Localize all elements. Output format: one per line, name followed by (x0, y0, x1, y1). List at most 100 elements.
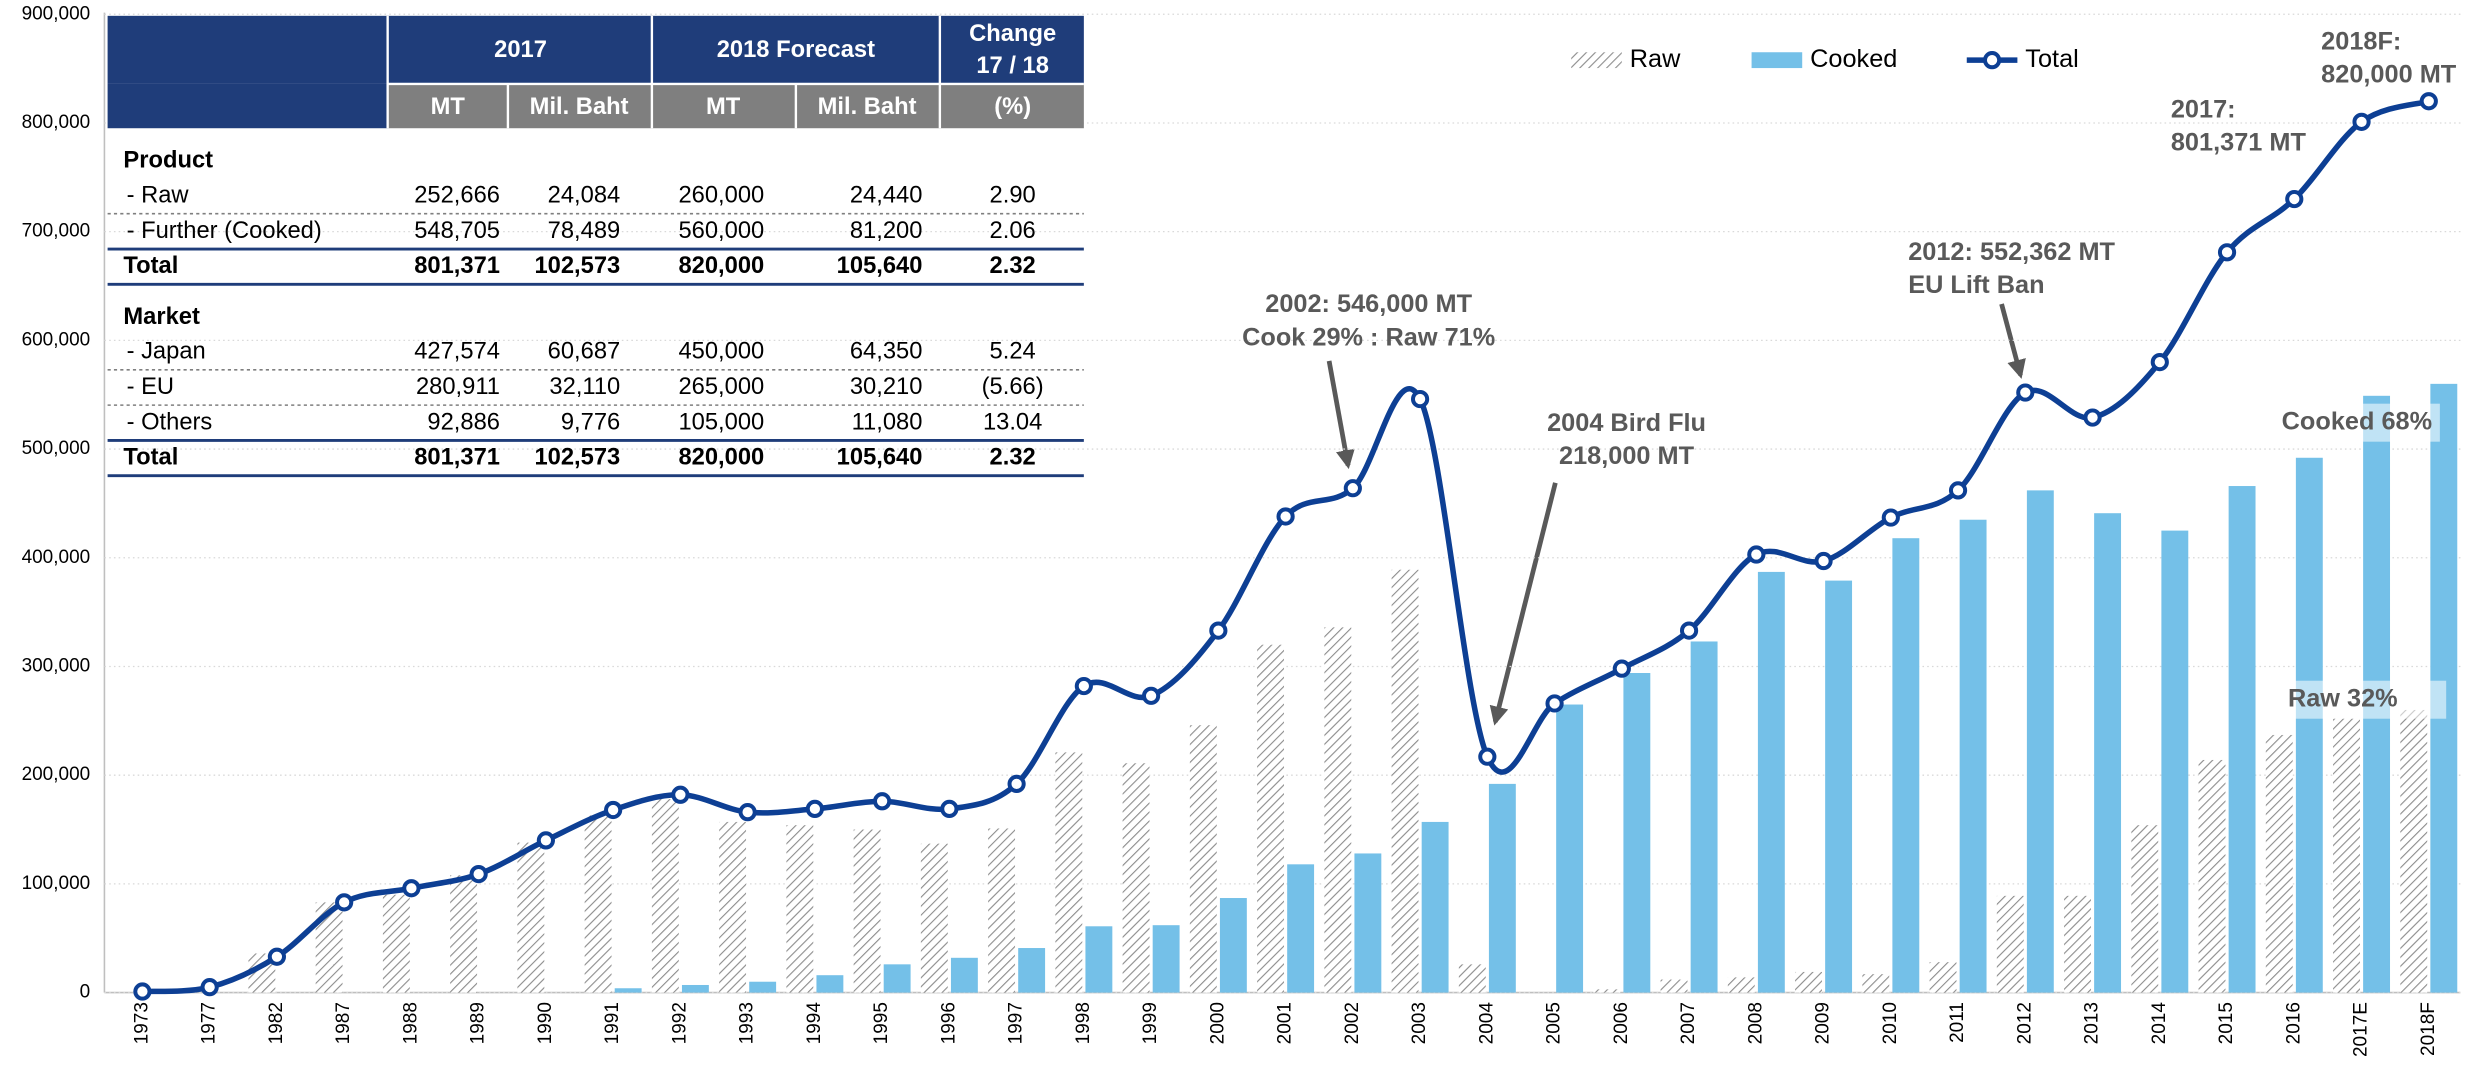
annotation: 2012: 552,362 MT (1908, 238, 2115, 266)
bar (2026, 490, 2054, 993)
table-cell: 427,574 (414, 339, 500, 365)
x-tick-label: 1990 (535, 1002, 556, 1044)
bar (1757, 571, 1785, 993)
x-tick-label: 2002 (1342, 1002, 1363, 1044)
table-cell: 105,000 (678, 409, 764, 435)
bar (1727, 977, 1755, 993)
table-subheader-text: (%) (994, 94, 1031, 120)
bar (1354, 853, 1382, 993)
table-cell: 13.04 (983, 409, 1042, 435)
x-tick-label: 1991 (602, 1002, 623, 1044)
bar (1795, 971, 1822, 993)
bar (883, 964, 911, 993)
point (1209, 621, 1228, 640)
x-tick-label: 2012 (2014, 1002, 2035, 1044)
y-tick-label: 100,000 (22, 873, 91, 894)
bar (1055, 752, 1083, 993)
bar (1287, 864, 1315, 993)
y-tick-label: 700,000 (22, 221, 91, 242)
y-tick-label: 500,000 (22, 438, 91, 459)
point (2419, 92, 2438, 111)
x-tick-label: 2014 (2149, 1002, 2170, 1044)
x-tick-label: 2015 (2216, 1002, 2237, 1044)
table-cell: 450,000 (678, 339, 764, 365)
annotation: 820,000 MT (2321, 61, 2457, 89)
x-tick-label: 2016 (2283, 1002, 2304, 1044)
x-tick-label: 2006 (1611, 1002, 1632, 1044)
table-cell: 9,776 (561, 409, 620, 435)
annotation: Cook 29% : Raw 71% (1242, 323, 1495, 351)
y-tick-label: 200,000 (22, 764, 91, 785)
point (1948, 481, 1968, 500)
bar (1324, 627, 1352, 993)
bar (1660, 979, 1688, 993)
annotation: Cooked 68% (2282, 407, 2432, 435)
bar (2400, 709, 2428, 993)
annotation: Raw 32% (2288, 684, 2398, 712)
annotation: 801,371 MT (2171, 129, 2307, 157)
bar (1556, 704, 1584, 993)
point (267, 947, 286, 966)
point (2150, 353, 2169, 372)
x-tick-label: 2017E (2351, 1002, 2372, 1057)
arrow (1489, 482, 1558, 726)
bar (950, 957, 978, 993)
bar (2094, 513, 2122, 993)
table-header (107, 83, 388, 129)
table-cell: - Others (127, 409, 213, 435)
bar (382, 894, 410, 993)
point (133, 982, 152, 1001)
point (402, 879, 421, 898)
table-cell: 105,640 (837, 253, 923, 279)
bar (853, 829, 881, 993)
table-cell: 92,886 (427, 409, 500, 435)
bar (1593, 989, 1621, 993)
table-cell: 32,110 (549, 374, 620, 400)
table-cell: 102,573 (534, 253, 620, 279)
table-cell: 801,371 (414, 253, 500, 279)
point (940, 799, 959, 818)
point (2285, 189, 2304, 209)
point (469, 865, 488, 884)
table-subheader-text: Mil. Baht (530, 94, 629, 120)
x-tick-label: 2010 (1880, 1002, 1901, 1044)
bar (1458, 964, 1486, 993)
bar (1421, 821, 1449, 993)
point (1814, 551, 1833, 571)
table-cell: 102,573 (534, 445, 620, 471)
x-tick-label: 1996 (938, 1002, 959, 1044)
x-tick-label: 1989 (468, 1002, 489, 1044)
point (1545, 694, 1564, 713)
table-cell: 280,911 (416, 374, 500, 400)
x-tick-label: 2004 (1476, 1002, 1497, 1044)
point (1679, 621, 1699, 640)
table-cell: 2.32 (990, 253, 1036, 279)
x-tick-label: 2007 (1678, 1002, 1699, 1044)
table-cell: - Further (Cooked) (127, 218, 322, 244)
arrow (1999, 303, 2026, 379)
x-tick-label: 2011 (1947, 1002, 1968, 1043)
legend-label: Raw (1630, 45, 1681, 73)
table-cell: 11,080 (852, 409, 923, 435)
bar (1391, 569, 1419, 993)
bar (2265, 734, 2293, 993)
table-cell: 560,000 (678, 218, 764, 244)
table-cell: - Raw (127, 183, 190, 209)
bar (1825, 580, 1853, 993)
bar (816, 975, 844, 993)
bar (2131, 825, 2159, 993)
bar (2198, 759, 2226, 993)
annotation: 2018F: (2321, 27, 2401, 55)
point (335, 893, 354, 912)
x-tick-label: 1988 (400, 1002, 421, 1044)
point (1343, 479, 1362, 498)
table-header-text: 17 / 18 (976, 53, 1049, 79)
table-subheader-text: Mil. Baht (818, 94, 917, 120)
bar (2295, 457, 2323, 993)
bar (1219, 898, 1247, 993)
table-cell: 78,489 (548, 218, 621, 244)
y-tick-label: 400,000 (22, 547, 91, 568)
x-tick-label: 2001 (1275, 1002, 1296, 1044)
